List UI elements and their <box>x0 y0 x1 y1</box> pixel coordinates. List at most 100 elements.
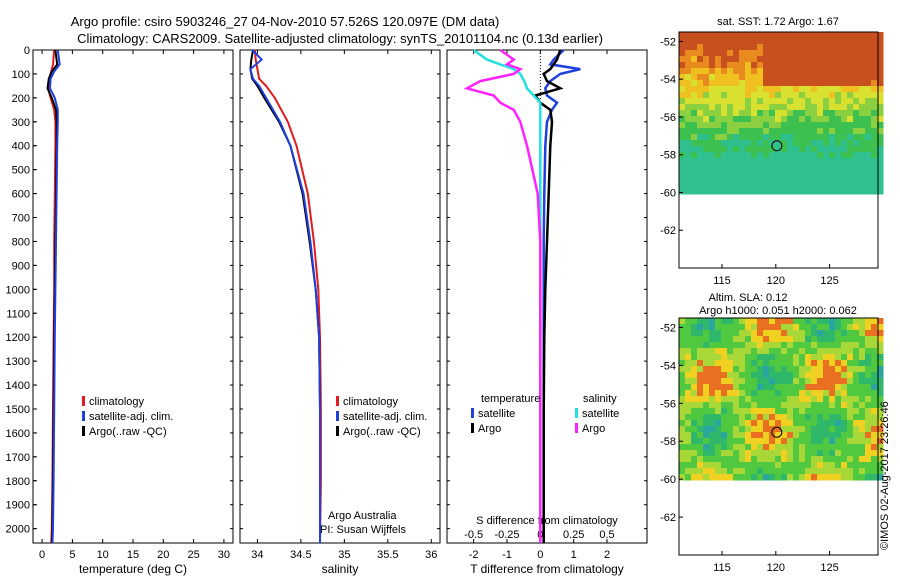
heatmap-cell <box>841 414 848 421</box>
heatmap-cell <box>841 164 848 171</box>
heatmap-cell <box>715 80 722 87</box>
heatmap-cell <box>829 50 836 57</box>
heatmap-cell <box>853 354 860 361</box>
heatmap-cell <box>823 402 830 409</box>
heatmap-cell <box>817 44 824 51</box>
heatmap-cell <box>691 68 698 75</box>
heatmap-cell <box>763 44 770 51</box>
heatmap-cell <box>871 378 878 385</box>
heatmap-cell <box>829 378 836 385</box>
heatmap-cell <box>691 432 698 439</box>
heatmap-cell <box>865 128 872 135</box>
heatmap-cell <box>865 396 872 403</box>
heatmap-cell <box>811 444 818 451</box>
heatmap-cell <box>781 330 788 337</box>
heatmap-cell <box>787 128 794 135</box>
heatmap-cell <box>751 336 758 343</box>
heatmap-cell <box>787 116 794 123</box>
heatmap-cell <box>787 140 794 147</box>
heatmap-cell <box>853 38 860 45</box>
heatmap-cell <box>685 366 692 373</box>
heatmap-cell <box>817 372 824 379</box>
heatmap-cell <box>853 74 860 81</box>
heatmap-cell <box>769 68 776 75</box>
heatmap-cell <box>793 336 800 343</box>
heatmap-cell <box>763 170 770 177</box>
heatmap-cell <box>745 176 752 183</box>
heatmap-cell <box>727 80 734 87</box>
heatmap-cell <box>715 438 722 445</box>
heatmap-cell <box>685 468 692 475</box>
heatmap-cell <box>769 152 776 159</box>
heatmap-cell <box>817 182 824 189</box>
heatmap-cell <box>679 74 686 81</box>
heatmap-cell <box>691 408 698 415</box>
heatmap-cell <box>781 450 788 457</box>
heatmap-cell <box>709 402 716 409</box>
heatmap-cell <box>769 158 776 165</box>
heatmap-cell <box>871 188 878 195</box>
heatmap-cell <box>757 342 764 349</box>
heatmap-cell <box>739 432 746 439</box>
heatmap-cell <box>697 348 704 355</box>
heatmap-cell <box>739 122 746 129</box>
y-tick-label: 700 <box>12 213 30 225</box>
heatmap-cell <box>829 98 836 105</box>
heatmap-cell <box>685 176 692 183</box>
heatmap-cell <box>703 182 710 189</box>
heatmap-cell <box>757 98 764 105</box>
heatmap-cell <box>787 372 794 379</box>
heatmap-cell <box>685 396 692 403</box>
heatmap-cell <box>715 176 722 183</box>
heatmap-cell <box>739 390 746 397</box>
heatmap-cell <box>721 38 728 45</box>
heatmap-cell <box>745 182 752 189</box>
heatmap-cell <box>769 104 776 111</box>
heatmap-cell <box>757 468 764 475</box>
heatmap-cell <box>877 408 884 415</box>
y-tick-label: 300 <box>12 117 30 129</box>
heatmap-cell <box>859 384 866 391</box>
heatmap-cell <box>799 176 806 183</box>
heatmap-cell <box>787 176 794 183</box>
heatmap-cell <box>739 366 746 373</box>
heatmap-cell <box>793 438 800 445</box>
heatmap-cell <box>877 420 884 427</box>
heatmap-cell <box>811 158 818 165</box>
heatmap-cell <box>793 396 800 403</box>
heatmap-cell <box>763 378 770 385</box>
heatmap-cell <box>805 324 812 331</box>
heatmap-cell <box>853 152 860 159</box>
heatmap-cell <box>703 384 710 391</box>
heatmap-cell <box>829 384 836 391</box>
heatmap-cell <box>763 474 770 481</box>
heatmap-cell <box>835 474 842 481</box>
heatmap-cell <box>853 164 860 171</box>
heatmap-cell <box>691 330 698 337</box>
heatmap-cell <box>757 414 764 421</box>
heatmap-cell <box>745 348 752 355</box>
heatmap-cell <box>805 450 812 457</box>
heatmap-cell <box>865 342 872 349</box>
heatmap-cell <box>829 32 836 39</box>
heatmap-cell <box>757 396 764 403</box>
heatmap-cell <box>823 360 830 367</box>
heatmap-cell <box>871 98 878 105</box>
heatmap-cell <box>841 38 848 45</box>
heatmap-cell <box>835 468 842 475</box>
heatmap-cell <box>739 468 746 475</box>
heatmap-cell <box>787 408 794 415</box>
heatmap-cell <box>847 164 854 171</box>
heatmap-cell <box>679 444 686 451</box>
heatmap-cell <box>865 68 872 75</box>
heatmap-cell <box>691 384 698 391</box>
heatmap-cell <box>793 104 800 111</box>
heatmap-cell <box>841 420 848 427</box>
y-tick-label: -54 <box>660 360 676 372</box>
heatmap-cell <box>859 50 866 57</box>
heatmap-cell <box>703 360 710 367</box>
heatmap-cell <box>685 38 692 45</box>
heatmap-cell <box>793 110 800 117</box>
heatmap-cell <box>829 140 836 147</box>
heatmap-cell <box>823 128 830 135</box>
